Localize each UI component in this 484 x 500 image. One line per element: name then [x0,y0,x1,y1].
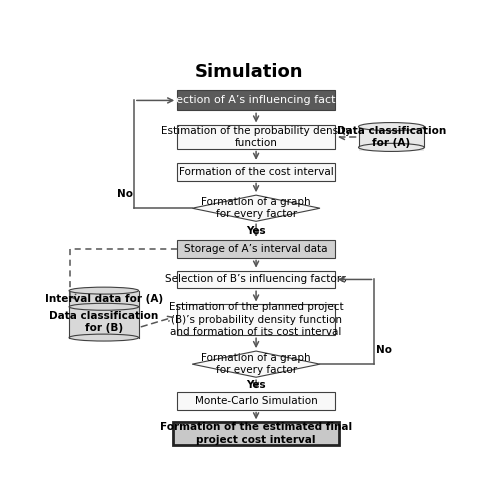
Ellipse shape [358,144,424,152]
Text: Estimation of the probability density
function: Estimation of the probability density fu… [161,126,350,148]
Text: Monte-Carlo Simulation: Monte-Carlo Simulation [194,396,317,406]
FancyBboxPatch shape [358,126,424,152]
Text: Formation of a graph
for every factor: Formation of a graph for every factor [201,197,310,220]
FancyBboxPatch shape [177,90,334,110]
Text: Interval data for (A): Interval data for (A) [45,294,163,304]
Text: Storage of A’s interval data: Storage of A’s interval data [184,244,327,254]
FancyBboxPatch shape [177,392,334,409]
Polygon shape [192,195,319,222]
Text: No: No [375,344,391,354]
Text: Estimation of the planned project
(B)’s probability density function
and formati: Estimation of the planned project (B)’s … [168,302,343,338]
Ellipse shape [69,304,138,310]
FancyBboxPatch shape [177,126,334,148]
Polygon shape [192,351,319,377]
FancyBboxPatch shape [177,270,334,288]
Text: Selection of A’s influencing factors: Selection of A’s influencing factors [159,96,352,106]
Text: Data classification
for (B): Data classification for (B) [49,312,158,333]
Text: Data classification
for (A): Data classification for (A) [336,126,445,148]
Text: Formation of a graph
for every factor: Formation of a graph for every factor [201,353,310,376]
FancyBboxPatch shape [177,240,334,258]
Ellipse shape [69,334,138,341]
Text: Yes: Yes [246,380,265,390]
Text: Formation of the cost interval: Formation of the cost interval [178,166,333,176]
Ellipse shape [358,122,424,130]
Text: Simulation: Simulation [194,64,302,82]
Text: Yes: Yes [246,226,265,235]
FancyBboxPatch shape [177,304,334,336]
Ellipse shape [69,287,138,294]
FancyBboxPatch shape [173,422,338,444]
FancyBboxPatch shape [177,163,334,180]
Text: Formation of the estimated final
project cost interval: Formation of the estimated final project… [160,422,351,444]
FancyBboxPatch shape [69,290,138,338]
Text: No: No [116,188,132,198]
Text: Selection of B’s influencing factors: Selection of B’s influencing factors [165,274,346,284]
